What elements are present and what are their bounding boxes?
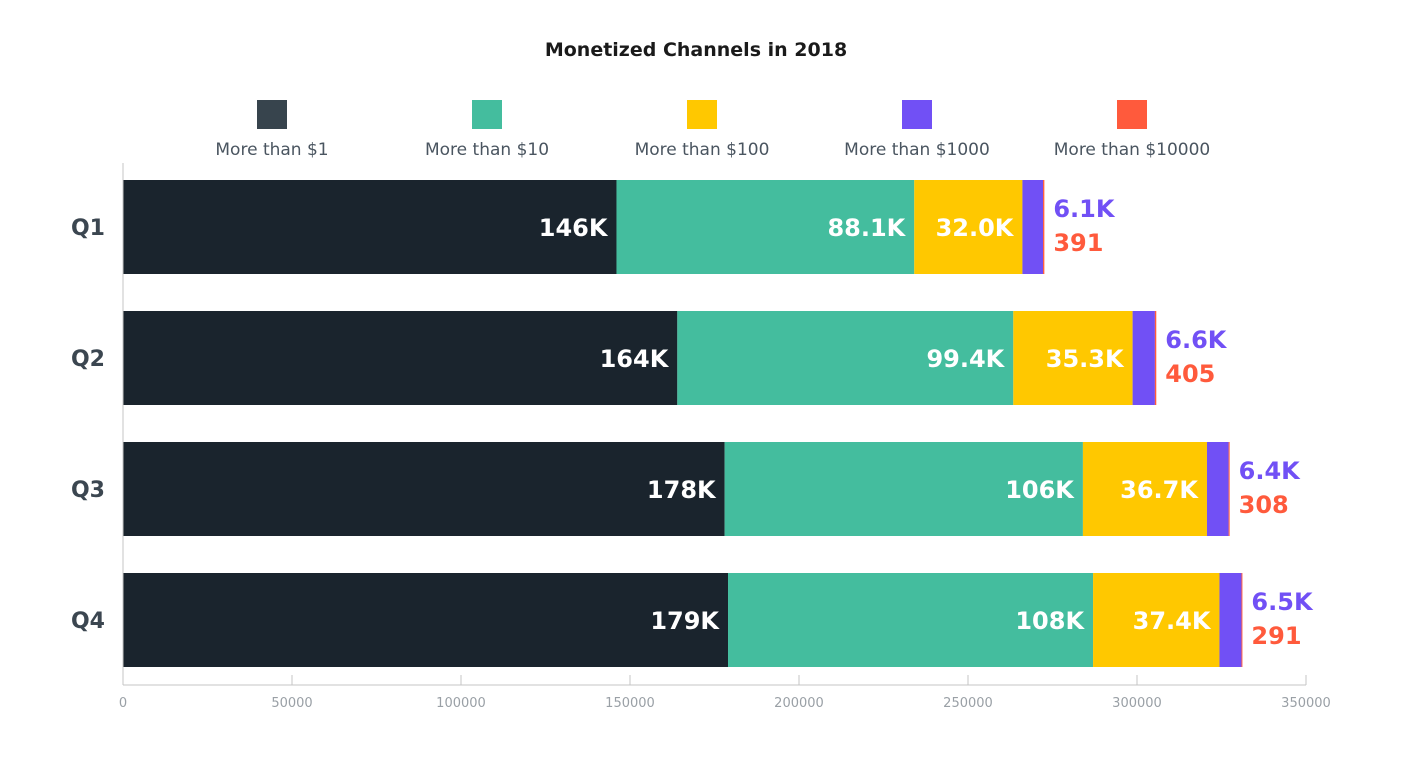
x-tick-label: 200000 xyxy=(774,696,824,711)
data-label: 146K xyxy=(539,214,609,242)
legend-swatch-3 xyxy=(687,100,717,129)
bar-segment-5 xyxy=(1228,442,1230,536)
bar-row-q1: Q1 146K 88.1K 32.0K 6.1K 391 xyxy=(71,180,1116,274)
category-label: Q3 xyxy=(71,478,105,503)
legend-label-4: More than $1000 xyxy=(844,140,990,160)
bar-segment-5 xyxy=(1154,311,1157,405)
legend: More than $1 More than $10 More than $100 M… xyxy=(215,100,1210,160)
bar-segment-2 xyxy=(677,311,1014,405)
bar-segment-4 xyxy=(1219,573,1242,667)
category-label: Q4 xyxy=(71,609,105,634)
bar-row-q3: Q3 178K 106K 36.7K 6.4K 308 xyxy=(71,442,1301,536)
plot-area: Q1 146K 88.1K 32.0K 6.1K 391 Q2 164K 99.4K 35.3K 6… xyxy=(71,180,1314,667)
legend-swatch-2 xyxy=(472,100,502,129)
data-label: 36.7K xyxy=(1120,476,1199,504)
chart-title: Monetized Channels in 2018 xyxy=(545,39,847,61)
bar-segment-2 xyxy=(728,573,1094,667)
bar-segment-5 xyxy=(1043,180,1045,274)
bar-segment-4 xyxy=(1132,311,1155,405)
data-label: 6.4K xyxy=(1239,457,1302,485)
bar-segment-3 xyxy=(1082,442,1207,536)
data-label: 291 xyxy=(1251,622,1301,650)
bar-segment-1 xyxy=(123,311,678,405)
data-label: 88.1K xyxy=(827,214,906,242)
bar-segment-1 xyxy=(123,573,729,667)
bar-row-q2: Q2 164K 99.4K 35.3K 6.6K 405 xyxy=(71,311,1228,405)
data-label: 37.4K xyxy=(1133,607,1212,635)
bar-segment-3 xyxy=(1013,311,1133,405)
axes: 0 50000 100000 150000 200000 250000 300000 3500… xyxy=(119,163,1331,711)
legend-label-1: More than $1 xyxy=(215,140,328,160)
legend-swatch-4 xyxy=(902,100,932,129)
x-tick-label: 0 xyxy=(119,696,127,711)
data-label: 391 xyxy=(1053,229,1103,257)
x-tick-label: 250000 xyxy=(943,696,993,711)
data-label: 308 xyxy=(1239,491,1289,519)
x-tick-label: 150000 xyxy=(605,696,655,711)
legend-label-5: More than $10000 xyxy=(1054,140,1210,160)
x-tick-label: 50000 xyxy=(271,696,312,711)
bar-segment-4 xyxy=(1206,442,1229,536)
data-label: 164K xyxy=(600,345,670,373)
data-label: 108K xyxy=(1015,607,1085,635)
data-label: 179K xyxy=(650,607,720,635)
data-label: 35.3K xyxy=(1046,345,1125,373)
bar-segment-2 xyxy=(724,442,1083,536)
data-label: 32.0K xyxy=(936,214,1015,242)
bar-segment-3 xyxy=(1093,573,1220,667)
bar-segment-4 xyxy=(1022,180,1044,274)
x-tick-label: 100000 xyxy=(436,696,486,711)
data-label: 405 xyxy=(1165,360,1215,388)
bar-segment-1 xyxy=(123,442,725,536)
legend-swatch-1 xyxy=(257,100,287,129)
legend-label-2: More than $10 xyxy=(425,140,549,160)
data-label: 6.1K xyxy=(1053,195,1116,223)
bar-segment-1 xyxy=(123,180,617,274)
bar-segment-5 xyxy=(1241,573,1243,667)
data-label: 99.4K xyxy=(926,345,1005,373)
data-label: 6.5K xyxy=(1251,588,1314,616)
data-label: 6.6K xyxy=(1165,326,1228,354)
data-label: 178K xyxy=(647,476,717,504)
data-label: 106K xyxy=(1005,476,1075,504)
x-tick-label: 300000 xyxy=(1112,696,1162,711)
legend-swatch-5 xyxy=(1117,100,1147,129)
category-label: Q2 xyxy=(71,347,105,372)
bar-segment-2 xyxy=(616,180,915,274)
category-label: Q1 xyxy=(71,216,105,241)
bar-segment-3 xyxy=(914,180,1023,274)
x-tick-label: 350000 xyxy=(1281,696,1331,711)
legend-label-3: More than $100 xyxy=(635,140,770,160)
bar-row-q4: Q4 179K 108K 37.4K 6.5K 291 xyxy=(71,573,1314,667)
